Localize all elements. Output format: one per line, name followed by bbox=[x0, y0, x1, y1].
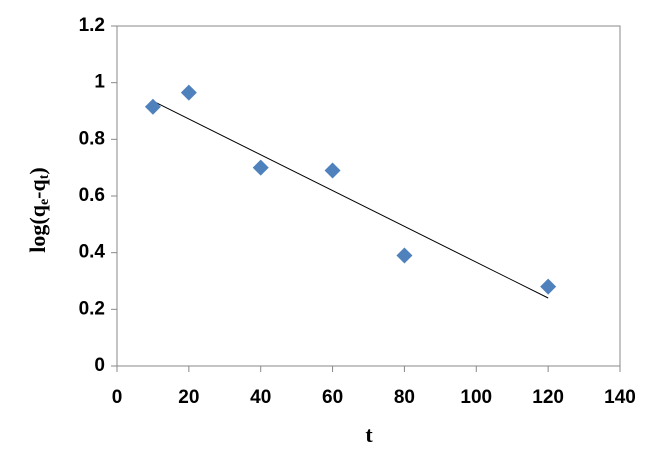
x-tick-label: 40 bbox=[250, 387, 271, 408]
x-tick-label: 100 bbox=[460, 387, 492, 408]
y-title-part: ) bbox=[25, 167, 50, 174]
y-title-part: -q bbox=[25, 179, 50, 199]
y-tick-label: 0.2 bbox=[79, 298, 105, 319]
y-title-sub: e bbox=[37, 199, 52, 205]
point bbox=[180, 84, 197, 101]
y-tick-label: 0.6 bbox=[79, 185, 105, 206]
y-title-part: log(q bbox=[25, 204, 50, 252]
x-tick-label: 60 bbox=[322, 387, 343, 408]
point bbox=[144, 98, 161, 115]
y-tick-label: 0.4 bbox=[79, 242, 106, 263]
y-tick-label: 1 bbox=[94, 72, 105, 93]
y-title-sub: t bbox=[37, 174, 52, 179]
point bbox=[324, 162, 341, 179]
x-tick-label: 140 bbox=[604, 387, 636, 408]
y-axis-title: log(qe-qt) bbox=[25, 167, 52, 252]
x-tick-label: 80 bbox=[394, 387, 415, 408]
x-tick-label: 0 bbox=[112, 387, 123, 408]
y-tick-label: 1.2 bbox=[79, 15, 105, 36]
trendline bbox=[152, 100, 549, 299]
x-tick-label: 20 bbox=[178, 387, 199, 408]
point bbox=[396, 247, 413, 264]
plot-frame bbox=[116, 25, 621, 367]
point bbox=[252, 159, 269, 176]
y-tick-label: 0 bbox=[94, 355, 105, 376]
x-axis-title: t bbox=[365, 422, 373, 447]
x-tick-label: 120 bbox=[532, 387, 564, 408]
point bbox=[540, 278, 557, 295]
y-tick-label: 0.8 bbox=[79, 128, 105, 149]
